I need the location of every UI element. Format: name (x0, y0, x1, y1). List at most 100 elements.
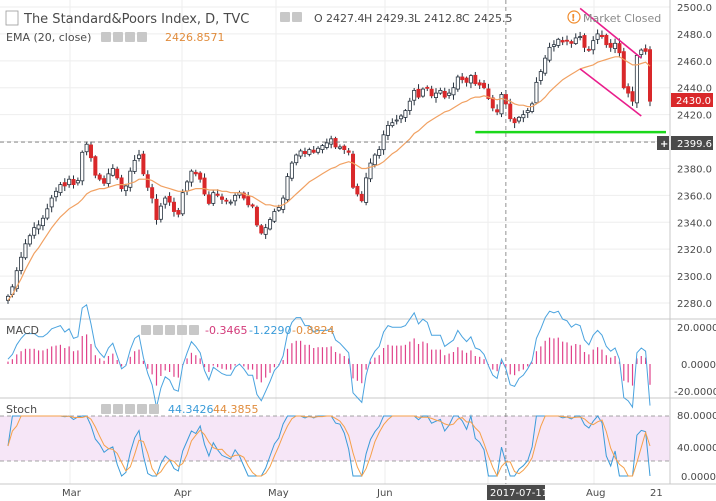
last-price-tag-bg (671, 93, 713, 107)
candle-up (551, 44, 556, 47)
time-label-21: 21 (650, 488, 663, 499)
stoch-value-d: 44.3855 (213, 403, 259, 416)
candle-up (84, 143, 89, 153)
macd-axis-top: 20.0000 (677, 323, 716, 334)
crosshair-plus-button[interactable]: + (660, 139, 668, 150)
candle-up (128, 170, 133, 188)
candle-up (132, 159, 137, 172)
crosshair-plus-button-bg[interactable] (657, 136, 669, 150)
candle-down (150, 187, 155, 199)
candle-up (163, 197, 168, 205)
candle-down (198, 172, 203, 180)
candle-up (272, 211, 277, 222)
candle-down (246, 196, 251, 206)
candle-up (381, 134, 386, 151)
candles-layer (6, 29, 653, 304)
candle-up (40, 217, 45, 227)
legend-buttons-main[interactable] (280, 12, 302, 22)
candle-up (75, 180, 80, 184)
candle-down (145, 174, 150, 188)
candle-down (254, 206, 259, 226)
candle-up (19, 256, 24, 271)
candle-up (80, 151, 85, 182)
candle-down (154, 198, 159, 220)
candle-up (58, 184, 63, 194)
candle-down (464, 77, 469, 83)
candle-up (211, 192, 216, 204)
crosshair-date-tag: 2017-07-11 (490, 488, 548, 499)
candle-down (560, 40, 565, 43)
legend-buttons-macd[interactable] (141, 325, 199, 335)
candle-up (276, 207, 281, 211)
candle-down (102, 178, 107, 184)
ohlc-c-value: 2425.5 (474, 12, 513, 25)
stoch-band (0, 416, 670, 461)
price-tick-label: 2300.0 (677, 272, 712, 283)
symbol-title[interactable]: The Standard&Poors Index, D, TVC (23, 12, 249, 27)
candle-down (193, 171, 198, 175)
candle-up (263, 227, 268, 235)
candle-down (565, 39, 570, 42)
candle-down (482, 82, 487, 89)
legend-buttons-ema[interactable] (101, 32, 147, 42)
ohlc-h-label: H (364, 12, 372, 25)
candle-down (62, 182, 67, 187)
candle-up (591, 40, 596, 51)
candle-up (285, 176, 290, 201)
candle-down (442, 90, 447, 98)
price-tick-label: 2500.0 (677, 3, 712, 14)
candle-down (141, 153, 146, 175)
ema-value: 2426.8571 (165, 31, 225, 44)
candle-up (294, 154, 299, 164)
candle-up (516, 116, 521, 122)
stoch-value-k: 44.3426 (168, 403, 214, 416)
candle-up (189, 170, 194, 183)
candle-up (412, 90, 417, 101)
candle-up (123, 185, 128, 192)
macd-axis-bottom: -20.0000 (674, 387, 716, 398)
macd-label[interactable]: MACD (6, 324, 39, 337)
macd-histogram (7, 334, 651, 386)
candle-up (368, 162, 373, 180)
candle-up (407, 100, 412, 111)
stoch-label[interactable]: Stoch (6, 403, 37, 416)
market-status: Market Closed (583, 12, 661, 25)
candle-down (495, 109, 500, 113)
candle-up (595, 33, 600, 40)
candle-up (556, 38, 561, 46)
candle-down (311, 149, 316, 153)
candle-down (460, 76, 465, 81)
candle-up (14, 270, 19, 290)
candle-up (639, 49, 644, 55)
stoch-d-line (7, 415, 651, 478)
candle-up (543, 57, 548, 74)
ohlc-l-label: L (414, 12, 421, 25)
candle-down (429, 88, 434, 97)
price-tick-label: 2380.0 (677, 164, 712, 175)
channel-upper-line[interactable] (579, 7, 642, 59)
candle-up (337, 146, 342, 149)
candle-up (45, 208, 50, 219)
channel-lower-line[interactable] (579, 68, 642, 117)
candle-up (36, 224, 41, 230)
time-label-apr: Apr (174, 488, 192, 499)
legend-buttons-stoch[interactable] (101, 404, 159, 414)
candle-up (233, 194, 238, 202)
candle-up (530, 103, 535, 112)
legend-collapse-toggle[interactable] (5, 10, 19, 26)
candle-down (206, 194, 211, 204)
candle-down (582, 35, 587, 48)
candle-up (106, 173, 111, 184)
candle-up (67, 178, 72, 186)
candle-down (425, 86, 430, 89)
time-label-jun: Jun (376, 488, 393, 499)
price-tick-label: 2340.0 (677, 218, 712, 229)
ema-label[interactable]: EMA (20, close) (6, 31, 91, 44)
candle-down (486, 88, 491, 99)
price-axis[interactable]: 2500.02480.02460.02440.02420.02400.02380… (677, 3, 712, 310)
candle-down (643, 48, 648, 52)
candle-up (394, 119, 399, 122)
price-tick-label: 2420.0 (677, 111, 712, 122)
candle-down (224, 199, 229, 202)
candle-up (289, 162, 294, 179)
